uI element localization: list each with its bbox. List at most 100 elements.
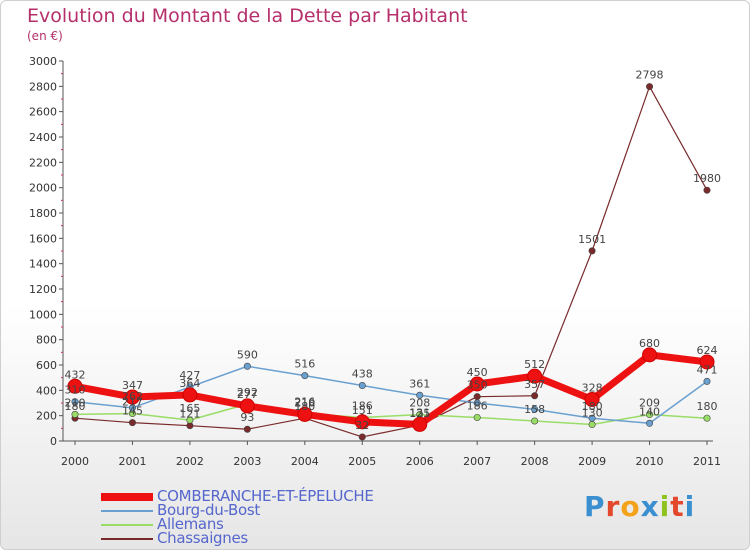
- data-label: 361: [409, 377, 430, 390]
- data-point: [703, 186, 711, 194]
- data-label: 180: [582, 400, 603, 413]
- data-label: 216: [294, 396, 315, 409]
- data-label: 432: [65, 368, 86, 381]
- legend-swatch: [101, 510, 153, 512]
- data-point: [243, 425, 251, 433]
- y-tick-label: 2800: [29, 80, 57, 93]
- data-point: [703, 377, 711, 385]
- data-label: 292: [237, 386, 258, 399]
- data-point: [128, 419, 136, 427]
- y-tick-label: 1800: [29, 207, 57, 220]
- data-point: [588, 414, 596, 422]
- data-point: [642, 347, 658, 363]
- data-point: [531, 392, 539, 400]
- legend-label: COMBERANCHE-ET-ÉPELUCHE: [157, 487, 374, 505]
- y-tick-label: 1000: [29, 308, 57, 321]
- legend-swatch: [101, 524, 153, 526]
- data-label: 427: [179, 369, 200, 382]
- data-label: 180: [697, 400, 718, 413]
- x-tick-label: 2003: [233, 455, 261, 468]
- data-label: 140: [639, 405, 660, 418]
- data-label: 624: [697, 344, 718, 357]
- data-point: [128, 404, 136, 412]
- legend-label: Bourg-du-Bost: [157, 501, 260, 519]
- chart-unit: (en €): [27, 29, 63, 43]
- data-label: 130: [582, 407, 603, 420]
- data-point: [646, 411, 654, 419]
- data-point: [186, 416, 194, 424]
- data-label: 125: [409, 407, 430, 420]
- series-line-1: [74, 365, 708, 425]
- data-point: [531, 417, 539, 425]
- data-point: [71, 398, 79, 406]
- legend-label: Chassaignes: [157, 529, 248, 547]
- data-label: 471: [697, 363, 718, 376]
- x-tick-label: 2011: [693, 455, 721, 468]
- y-tick-label: 1200: [29, 283, 57, 296]
- data-label: 347: [122, 379, 143, 392]
- y-tick-label: 1600: [29, 232, 57, 245]
- data-point: [301, 372, 309, 380]
- data-label: 186: [352, 399, 373, 412]
- data-label: 210: [65, 396, 86, 409]
- data-point: [416, 391, 424, 399]
- data-label: 217: [122, 396, 143, 409]
- x-tick-label: 2001: [118, 455, 146, 468]
- x-tick-label: 2006: [406, 455, 434, 468]
- data-label: 208: [409, 397, 430, 410]
- data-point: [646, 83, 654, 91]
- logo-letter: i: [684, 490, 696, 523]
- logo-letter: i: [659, 490, 671, 523]
- y-tick-label: 2000: [29, 182, 57, 195]
- y-tick-label: 200: [36, 410, 57, 423]
- data-label: 1980: [693, 172, 721, 185]
- data-label: 328: [582, 381, 603, 394]
- data-point: [588, 247, 596, 255]
- data-label: 158: [524, 403, 545, 416]
- proxiti-logo: Proxiti: [584, 490, 695, 523]
- data-label: 680: [639, 337, 660, 350]
- data-label: 310: [65, 384, 86, 397]
- x-tick-label: 2007: [463, 455, 491, 468]
- data-point: [531, 405, 539, 413]
- data-point: [182, 387, 198, 403]
- data-point: [412, 416, 428, 432]
- data-label: 357: [524, 378, 545, 391]
- data-label: 277: [237, 388, 258, 401]
- legend-swatch: [101, 493, 153, 501]
- y-tick-label: 0: [50, 435, 57, 448]
- y-tick-label: 3000: [29, 55, 57, 68]
- data-label: 186: [467, 399, 488, 412]
- data-point: [297, 406, 313, 422]
- y-tick-label: 800: [36, 334, 57, 347]
- logo-letter: r: [605, 490, 621, 523]
- data-label: 450: [467, 366, 488, 379]
- data-label: 121: [179, 408, 200, 421]
- series-line-3: [74, 85, 708, 438]
- data-label: 210: [294, 396, 315, 409]
- data-point: [527, 368, 543, 384]
- data-label: 32: [355, 419, 369, 432]
- data-point: [124, 389, 140, 405]
- y-tick-label: 2200: [29, 156, 57, 169]
- data-point: [239, 398, 255, 414]
- y-tick-label: 2400: [29, 131, 57, 144]
- data-point: [588, 421, 596, 429]
- data-point: [469, 376, 485, 392]
- y-tick-label: 600: [36, 359, 57, 372]
- data-label: 364: [179, 377, 200, 390]
- data-point: [67, 378, 83, 394]
- y-tick-label: 1400: [29, 258, 57, 271]
- data-label: 516: [294, 358, 315, 371]
- data-point: [358, 433, 366, 441]
- data-label: 1501: [578, 233, 606, 246]
- legend-label: Allemans: [157, 515, 224, 533]
- data-point: [473, 413, 481, 421]
- data-point: [473, 399, 481, 407]
- x-tick-label: 2000: [61, 455, 89, 468]
- data-point: [584, 391, 600, 407]
- data-label: 2798: [636, 69, 664, 82]
- data-label: 180: [294, 400, 315, 413]
- data-label: 165: [179, 402, 200, 415]
